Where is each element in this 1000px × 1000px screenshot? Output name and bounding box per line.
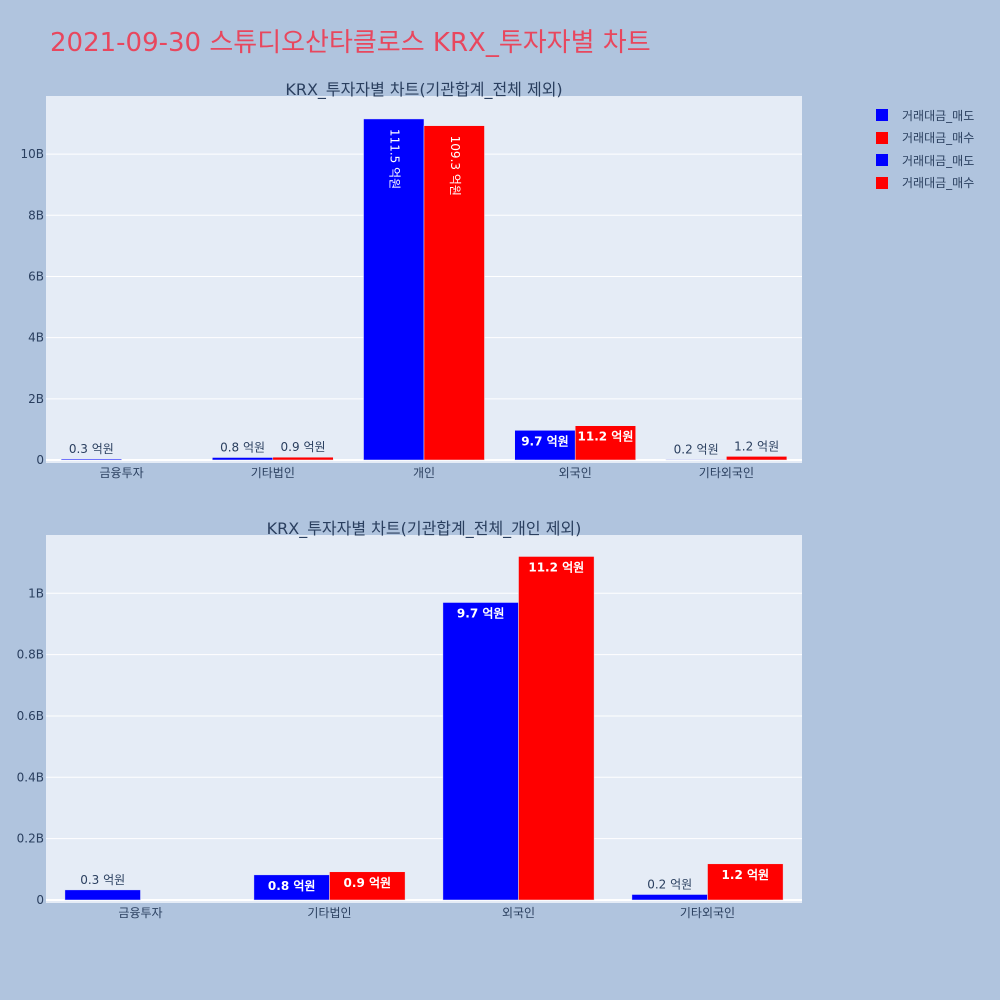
x-tick-label: 금융투자 — [100, 466, 144, 480]
y-tick-label: 0.2B — [17, 832, 44, 846]
y-tick-label: 1B — [28, 586, 44, 600]
bar — [423, 125, 485, 461]
y-tick-label: 2B — [28, 392, 44, 406]
bar — [442, 602, 519, 901]
data-label: 0.3 억원 — [80, 873, 125, 887]
data-label: 111.5 억원 — [387, 129, 401, 189]
legend-label: 거래대금_매도 — [902, 108, 975, 123]
legend-swatch-icon — [876, 131, 888, 144]
y-tick-label: 0 — [36, 453, 44, 467]
y-tick-label: 10B — [20, 147, 44, 161]
y-tick-label: 6B — [28, 269, 44, 283]
bar — [272, 456, 334, 461]
page-title: 2021-09-30 스튜디오산타클로스 KRX_투자자별 차트 — [50, 28, 651, 58]
y-tick-label: 0 — [36, 893, 44, 907]
bar — [212, 457, 274, 461]
bar — [631, 894, 708, 901]
y-tick-label: 8B — [28, 208, 44, 222]
bar — [514, 430, 576, 461]
data-label: 0.2 억원 — [674, 442, 719, 456]
chart-1: 0 2B 4B 6B 8B 10B KRX_투자자별 차트(기관합계_전체 제외) 금융투자 0… — [20, 80, 802, 480]
data-label: 0.2 억원 — [647, 877, 692, 891]
legend-swatch-icon — [876, 154, 888, 167]
x-tick-label: 외국인 — [502, 906, 535, 920]
plot-background — [46, 535, 802, 903]
legend-label: 거래대금_매도 — [902, 153, 975, 168]
data-label: 1.2 억원 — [734, 439, 779, 453]
x-tick-label: 기타외국인 — [699, 466, 754, 480]
legend-item[interactable]: 거래대금_매도 — [876, 104, 974, 127]
data-label: 0.9 억원 — [281, 440, 326, 454]
x-tick-label: 기타법인 — [251, 466, 295, 480]
legend-item[interactable]: 거래대금_매도 — [876, 149, 974, 172]
data-label: 0.8 억원 — [268, 879, 316, 893]
data-label: 11.2 억원 — [578, 430, 634, 444]
data-label: 1.2 억원 — [722, 868, 770, 882]
data-label: 0.3 억원 — [69, 442, 114, 456]
data-label: 0.8 억원 — [220, 440, 265, 454]
data-label: 9.7 억원 — [457, 606, 505, 620]
data-label: 11.2 억원 — [528, 560, 584, 574]
bar — [329, 871, 406, 901]
legend-item[interactable]: 거래대금_매수 — [876, 127, 974, 150]
y-tick-label: 0.8B — [17, 648, 44, 662]
chart-2: 0 0.2B 0.4B 0.6B 0.8B 1B KRX_투자자별 차트(기관합계_전체_개… — [17, 519, 802, 920]
legend-label: 거래대금_매수 — [902, 176, 975, 191]
legend: 거래대금_매도 거래대금_매수 거래대금_매도 거래대금_매수 — [876, 104, 974, 194]
x-tick-label: 외국인 — [559, 466, 592, 480]
chart-title: KRX_투자자별 차트(기관합계_전체 제외) — [285, 80, 562, 100]
legend-label: 거래대금_매수 — [902, 131, 975, 146]
legend-swatch-icon — [876, 109, 888, 122]
legend-swatch-icon — [876, 176, 888, 189]
y-tick-label: 0.4B — [17, 770, 44, 784]
legend-item[interactable]: 거래대금_매수 — [876, 172, 974, 195]
bar — [665, 459, 727, 461]
bar — [726, 456, 788, 461]
bar — [363, 118, 425, 461]
bar — [64, 889, 141, 901]
y-tick-label: 4B — [28, 331, 44, 345]
chart-title: KRX_투자자별 차트(기관합계_전체_개인 제외) — [267, 519, 582, 539]
y-tick-label: 0.6B — [17, 709, 44, 723]
data-label: 9.7 억원 — [521, 434, 569, 448]
bar — [707, 863, 784, 901]
bar — [574, 425, 636, 461]
bar — [60, 458, 122, 461]
data-label: 109.3 억원 — [448, 136, 462, 196]
bar — [518, 556, 595, 901]
x-tick-label: 기타외국인 — [680, 906, 735, 920]
x-tick-label: 기타법인 — [307, 906, 351, 920]
x-tick-label: 금융투자 — [118, 906, 162, 920]
data-label: 0.9 억원 — [344, 876, 392, 890]
x-tick-label: 개인 — [413, 466, 435, 480]
